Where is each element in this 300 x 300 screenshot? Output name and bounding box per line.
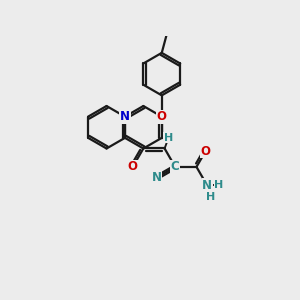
Text: O: O [128, 160, 138, 173]
Text: O: O [200, 145, 211, 158]
Text: C: C [171, 160, 180, 173]
Text: H: H [206, 192, 215, 202]
Text: N: N [202, 179, 212, 192]
Text: H: H [214, 180, 224, 190]
Text: N: N [120, 110, 130, 123]
Text: N: N [157, 110, 167, 123]
Text: N: N [152, 171, 162, 184]
Text: O: O [157, 110, 167, 123]
Text: H: H [164, 133, 173, 142]
